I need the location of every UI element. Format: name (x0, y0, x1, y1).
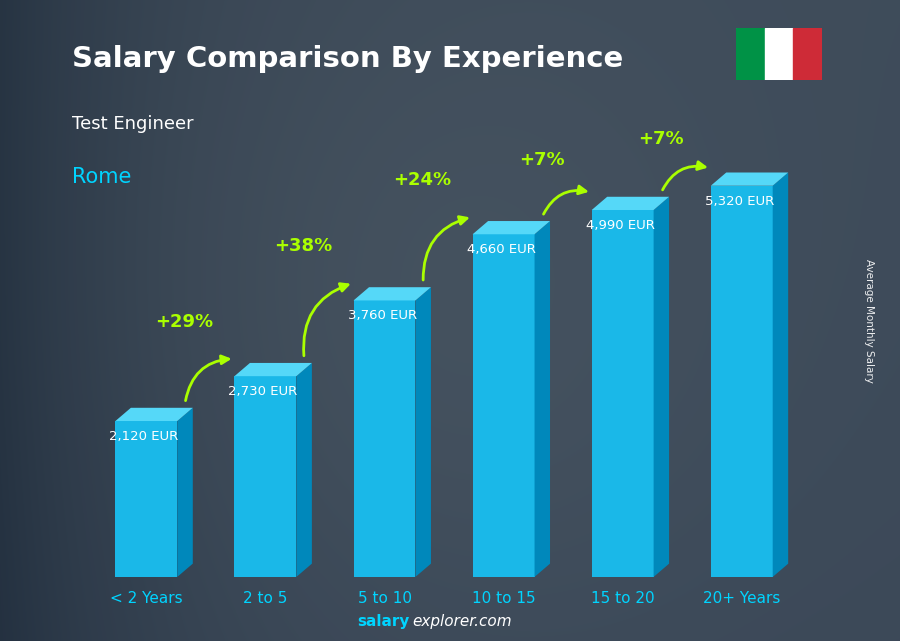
Polygon shape (354, 287, 431, 301)
Bar (472, 234, 535, 577)
Polygon shape (177, 408, 193, 577)
Bar (115, 421, 177, 577)
Text: 4,660 EUR: 4,660 EUR (467, 243, 536, 256)
Text: explorer.com: explorer.com (412, 614, 512, 629)
Polygon shape (115, 408, 193, 421)
Text: salary: salary (357, 614, 410, 629)
Text: 4,990 EUR: 4,990 EUR (586, 219, 654, 232)
Bar (354, 301, 416, 577)
Text: 2,730 EUR: 2,730 EUR (229, 385, 298, 398)
Text: Average Monthly Salary: Average Monthly Salary (863, 258, 874, 383)
Polygon shape (296, 363, 312, 577)
Bar (591, 210, 653, 577)
Polygon shape (653, 197, 669, 577)
Text: +7%: +7% (519, 151, 564, 169)
Text: Salary Comparison By Experience: Salary Comparison By Experience (72, 45, 623, 73)
Text: 5,320 EUR: 5,320 EUR (705, 195, 774, 208)
Bar (235, 376, 296, 577)
Bar (765, 28, 793, 80)
Polygon shape (416, 287, 431, 577)
Text: +24%: +24% (393, 171, 452, 188)
Text: +38%: +38% (274, 237, 333, 255)
Text: +29%: +29% (156, 313, 213, 331)
Text: Rome: Rome (72, 167, 131, 187)
Bar (736, 28, 765, 80)
Text: +7%: +7% (638, 129, 684, 147)
Polygon shape (711, 172, 788, 186)
Polygon shape (535, 221, 550, 577)
Bar (793, 28, 822, 80)
Polygon shape (773, 172, 788, 577)
Polygon shape (472, 221, 550, 234)
Polygon shape (235, 363, 312, 376)
Text: 3,760 EUR: 3,760 EUR (347, 309, 417, 322)
Text: Test Engineer: Test Engineer (72, 115, 194, 133)
Polygon shape (591, 197, 669, 210)
Text: 2,120 EUR: 2,120 EUR (109, 430, 178, 443)
Bar (711, 186, 773, 577)
